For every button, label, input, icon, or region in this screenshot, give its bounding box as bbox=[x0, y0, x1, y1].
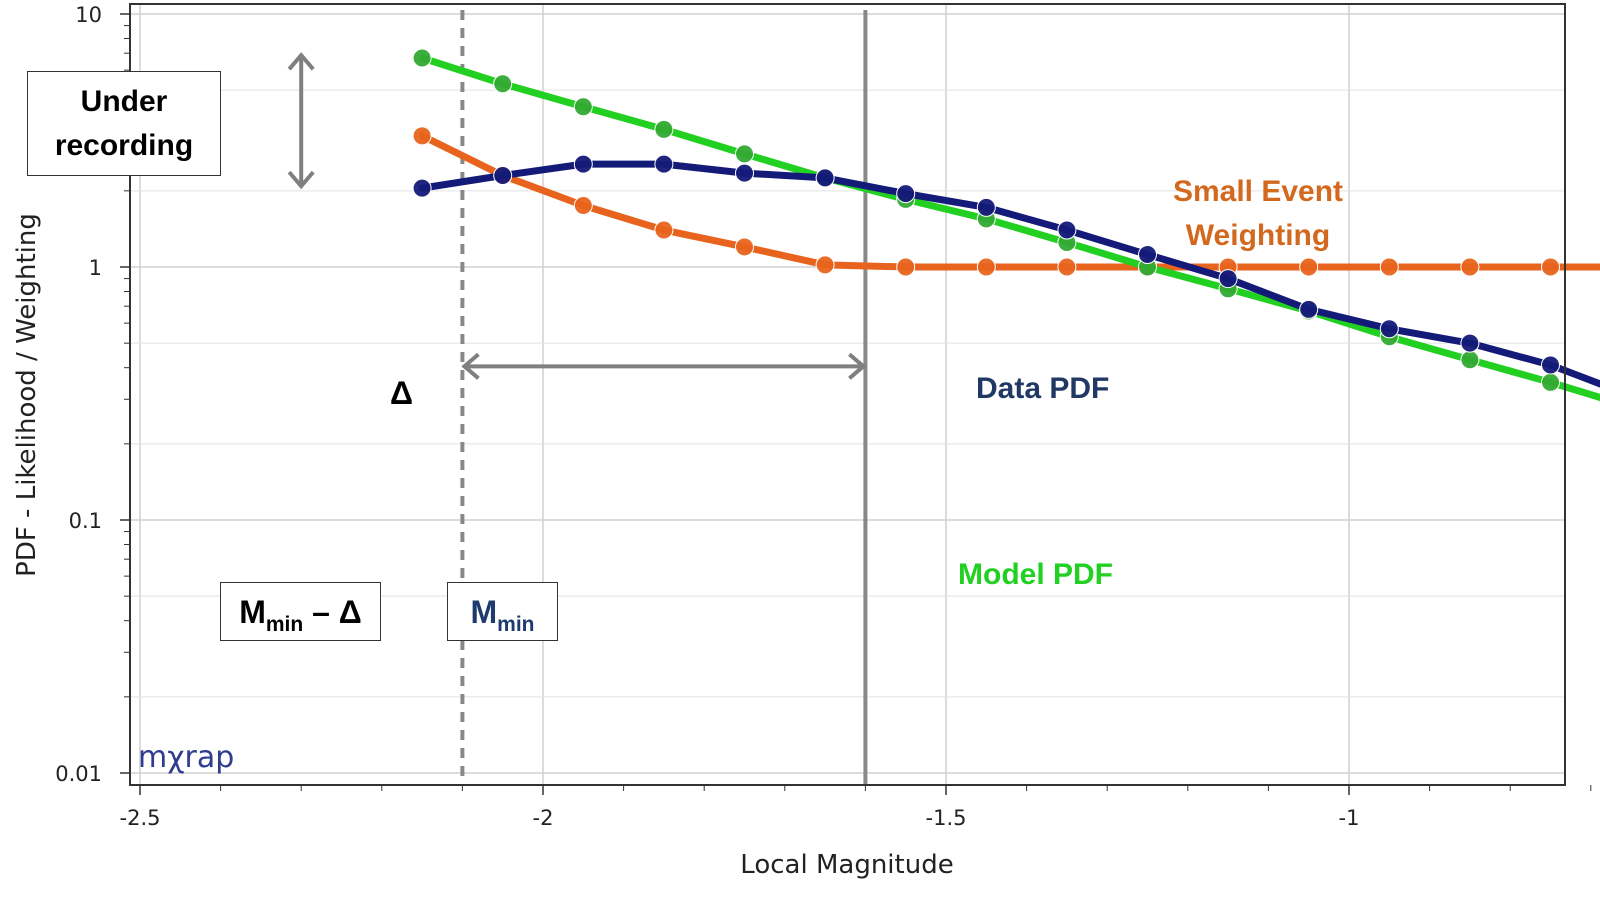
small-event-weighting-point bbox=[1299, 257, 1319, 277]
y-tick-label: 1 bbox=[89, 256, 102, 280]
model-pdf-point bbox=[412, 48, 432, 68]
small-event-weighting-point bbox=[1460, 257, 1480, 277]
small-event-line2: Weighting bbox=[1185, 219, 1331, 252]
small-event-weighting-point bbox=[815, 255, 835, 275]
small-event-weighting-point bbox=[735, 237, 754, 257]
small-event-line1: Small Event bbox=[1172, 175, 1344, 208]
small-event-weighting-point bbox=[1541, 257, 1560, 277]
model-pdf-point bbox=[654, 119, 674, 139]
under-recording-box: Under recording bbox=[27, 71, 221, 176]
small-event-weighting-point bbox=[896, 257, 916, 277]
data-pdf-point bbox=[1541, 355, 1560, 375]
data-pdf-point bbox=[1460, 333, 1480, 353]
data-pdf-point bbox=[1379, 319, 1399, 339]
y-tick-label: 0.01 bbox=[55, 762, 102, 786]
mmin-subscript: min bbox=[497, 613, 535, 636]
model-pdf-point bbox=[735, 144, 754, 164]
mmin-main: M bbox=[470, 594, 498, 630]
plot-frame bbox=[129, 3, 1566, 786]
x-tick-label: -1.5 bbox=[926, 806, 967, 830]
under-recording-arrow-head-down bbox=[287, 170, 315, 190]
grid bbox=[130, 4, 1565, 785]
small-event-weighting-point bbox=[976, 257, 996, 277]
delta-arrow-head-right bbox=[848, 352, 867, 380]
data-pdf-point bbox=[735, 163, 754, 183]
data-pdf-line bbox=[418, 160, 1600, 388]
mmin-delta-subscript: min bbox=[265, 613, 304, 636]
model-pdf-point bbox=[1460, 350, 1480, 370]
model-pdf-point bbox=[1541, 372, 1560, 392]
small-event-weighting-label: Small Event Weighting bbox=[1150, 170, 1366, 258]
delta-label: Δ bbox=[390, 375, 413, 411]
mmin-delta-suffix: – Δ bbox=[303, 594, 362, 630]
data-pdf-point bbox=[1138, 245, 1157, 265]
y-tick-label: 0.1 bbox=[69, 509, 102, 533]
small-event-weighting-line bbox=[418, 132, 1600, 271]
under-recording-line1: Under bbox=[80, 85, 168, 118]
data-pdf-point bbox=[896, 184, 916, 204]
series-layer bbox=[412, 48, 1600, 402]
y-tick-label: 10 bbox=[75, 3, 102, 27]
reference-lines bbox=[460, 10, 868, 785]
under-recording-arrow-head-up bbox=[287, 52, 315, 71]
small-event-weighting-point bbox=[573, 196, 593, 216]
data-pdf-point bbox=[493, 165, 513, 185]
arrows bbox=[287, 52, 867, 380]
data-pdf-point bbox=[412, 178, 432, 198]
x-tick-label: -2.5 bbox=[120, 806, 161, 830]
data-pdf-point bbox=[1299, 299, 1319, 319]
y-axis-title: PDF - Likelihood / Weighting bbox=[12, 213, 42, 577]
small-event-weighting-point bbox=[1057, 257, 1077, 277]
mxrap-logo: mχrap bbox=[138, 740, 235, 775]
x-tick-label: -2 bbox=[533, 806, 554, 830]
data-pdf-point bbox=[654, 154, 674, 174]
model-pdf-point bbox=[493, 74, 513, 94]
delta-arrow-head-left bbox=[461, 352, 480, 380]
x-axis-title: Local Magnitude bbox=[740, 850, 953, 880]
under-recording-line2: recording bbox=[54, 129, 194, 162]
model-pdf-point bbox=[573, 97, 593, 117]
x-tick-label: -1 bbox=[1339, 806, 1360, 830]
mmin-box: Mmin bbox=[447, 582, 558, 641]
small-event-weighting-point bbox=[1379, 257, 1399, 277]
data-pdf-label: Data PDF bbox=[976, 372, 1110, 405]
data-pdf-point bbox=[815, 168, 835, 188]
mmin-delta-box: Mmin – Δ bbox=[220, 582, 381, 641]
small-event-weighting-point bbox=[412, 126, 432, 146]
data-pdf-point bbox=[573, 154, 593, 174]
mmin-delta-main: M bbox=[239, 594, 266, 630]
data-pdf-point bbox=[1057, 220, 1077, 240]
model-pdf-label: Model PDF bbox=[958, 558, 1113, 591]
data-pdf-point bbox=[976, 197, 996, 217]
small-event-weighting-point bbox=[654, 220, 674, 240]
data-pdf-point bbox=[1218, 269, 1238, 289]
